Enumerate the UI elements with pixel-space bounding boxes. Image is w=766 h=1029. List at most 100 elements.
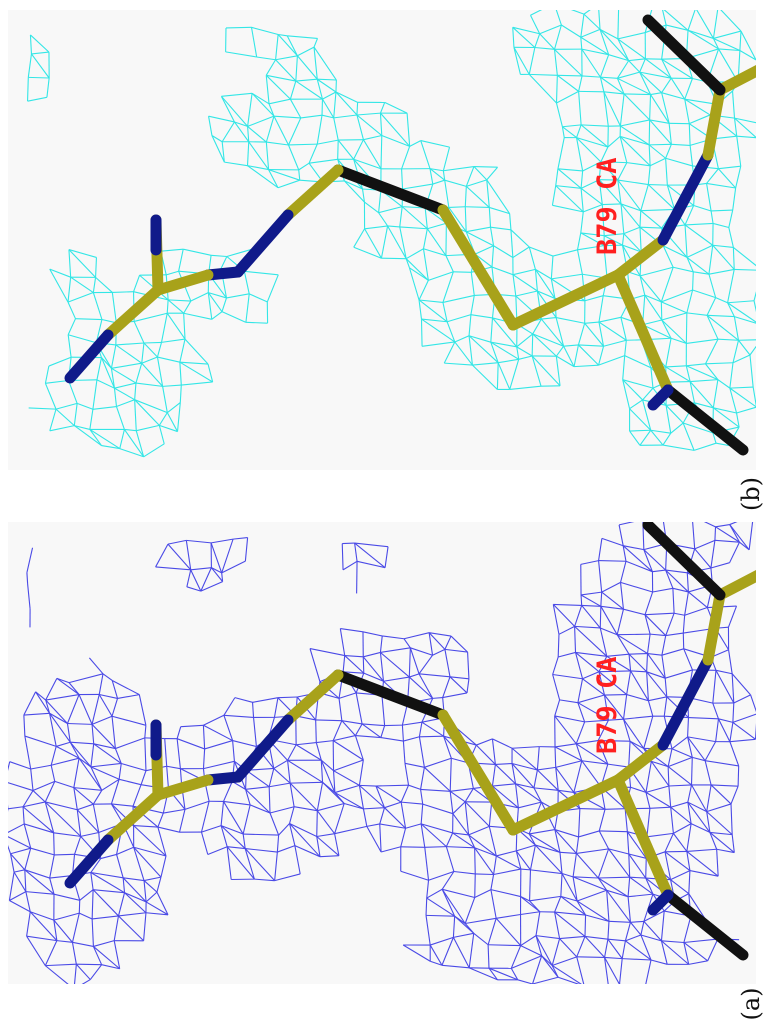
mesh-line [488, 945, 521, 946]
mesh-line [517, 347, 532, 356]
mesh-line [119, 779, 141, 784]
mesh-line [578, 679, 583, 703]
mesh-line [617, 634, 650, 635]
mesh-line [93, 890, 118, 916]
mesh-line [575, 626, 607, 656]
mesh-line [629, 59, 646, 61]
mesh-line [203, 749, 204, 769]
mesh-line [510, 214, 511, 230]
mesh-line [403, 737, 419, 741]
mesh-line [380, 113, 409, 146]
mesh-line [275, 874, 301, 881]
mesh-line [357, 113, 380, 115]
mesh-line [666, 613, 674, 635]
mesh-line [385, 802, 402, 808]
mesh-line [560, 700, 578, 703]
mesh-line [74, 980, 90, 984]
mesh-line [556, 186, 581, 189]
mesh-line [167, 766, 169, 789]
mesh-line [287, 36, 317, 39]
mesh-line [28, 54, 31, 77]
mesh-line [577, 890, 607, 901]
mesh-line [669, 123, 671, 144]
mesh-line [529, 830, 555, 834]
mesh-line [75, 836, 81, 854]
mesh-line [487, 167, 498, 180]
mesh-line [687, 849, 717, 851]
mesh-line [581, 595, 601, 606]
mesh-line [662, 10, 666, 25]
mesh-line [409, 648, 410, 677]
mesh-line [381, 226, 387, 258]
mesh-line [445, 649, 468, 652]
mesh-line [446, 833, 452, 847]
mesh-line [421, 767, 425, 789]
mesh-line [630, 921, 643, 922]
mesh-line [651, 95, 670, 124]
mesh-line [381, 738, 404, 741]
mesh-line [248, 116, 274, 126]
mesh-line [266, 116, 274, 142]
mesh-line [317, 834, 335, 837]
mesh-line [445, 636, 451, 649]
mesh-line [233, 538, 248, 540]
mesh-line [707, 315, 738, 340]
mesh-line [617, 635, 647, 654]
mesh-line [467, 679, 469, 693]
mesh-line [716, 719, 719, 742]
mesh-line [711, 211, 713, 223]
mesh-line [354, 247, 382, 258]
mesh-line [664, 697, 667, 716]
mesh-line [103, 674, 112, 681]
mesh-line [379, 213, 388, 226]
mesh-line [76, 964, 90, 979]
mesh-line [453, 802, 465, 814]
mesh-line [601, 606, 617, 634]
mesh-line [28, 77, 29, 101]
mesh-line [419, 300, 443, 302]
mesh-line [554, 25, 561, 49]
mesh-line [688, 718, 718, 719]
mesh-line [474, 933, 488, 944]
mesh-line [466, 232, 493, 246]
mesh-line [599, 831, 627, 832]
mesh-line [363, 140, 381, 169]
mesh-line [403, 184, 433, 189]
mesh-line [159, 413, 167, 426]
mesh-line [475, 874, 493, 875]
mesh-line [537, 747, 539, 770]
mesh-line [686, 364, 705, 366]
mesh-line [185, 801, 209, 809]
mesh-line [74, 788, 77, 810]
neighbor-bond-stick [648, 525, 720, 595]
mesh-line [250, 805, 270, 813]
mesh-line [620, 94, 624, 126]
mesh-line [50, 269, 68, 302]
mesh-line [707, 804, 731, 812]
mesh-line [617, 609, 623, 635]
mesh-line [685, 205, 694, 224]
mesh-line [709, 245, 713, 274]
mesh-line [705, 761, 711, 785]
mesh-line [630, 922, 640, 935]
mesh-line [141, 771, 146, 785]
mesh-line [180, 362, 213, 382]
mesh-line [96, 277, 113, 292]
mesh-line [144, 913, 146, 941]
mesh-line [624, 716, 653, 719]
mesh-line [355, 543, 388, 547]
mesh-line [620, 126, 649, 145]
mesh-line [498, 359, 519, 362]
mesh-line [28, 77, 49, 78]
mesh-line [646, 792, 671, 807]
mesh-line [67, 695, 79, 724]
mesh-line [91, 873, 93, 890]
mesh-line [335, 804, 345, 834]
mesh-line [650, 95, 651, 120]
mesh-line [598, 849, 608, 878]
mesh-line [74, 964, 76, 984]
mesh-line [203, 725, 204, 749]
mesh-line [650, 634, 666, 635]
mesh-line [221, 93, 252, 96]
mesh-line [732, 674, 734, 703]
